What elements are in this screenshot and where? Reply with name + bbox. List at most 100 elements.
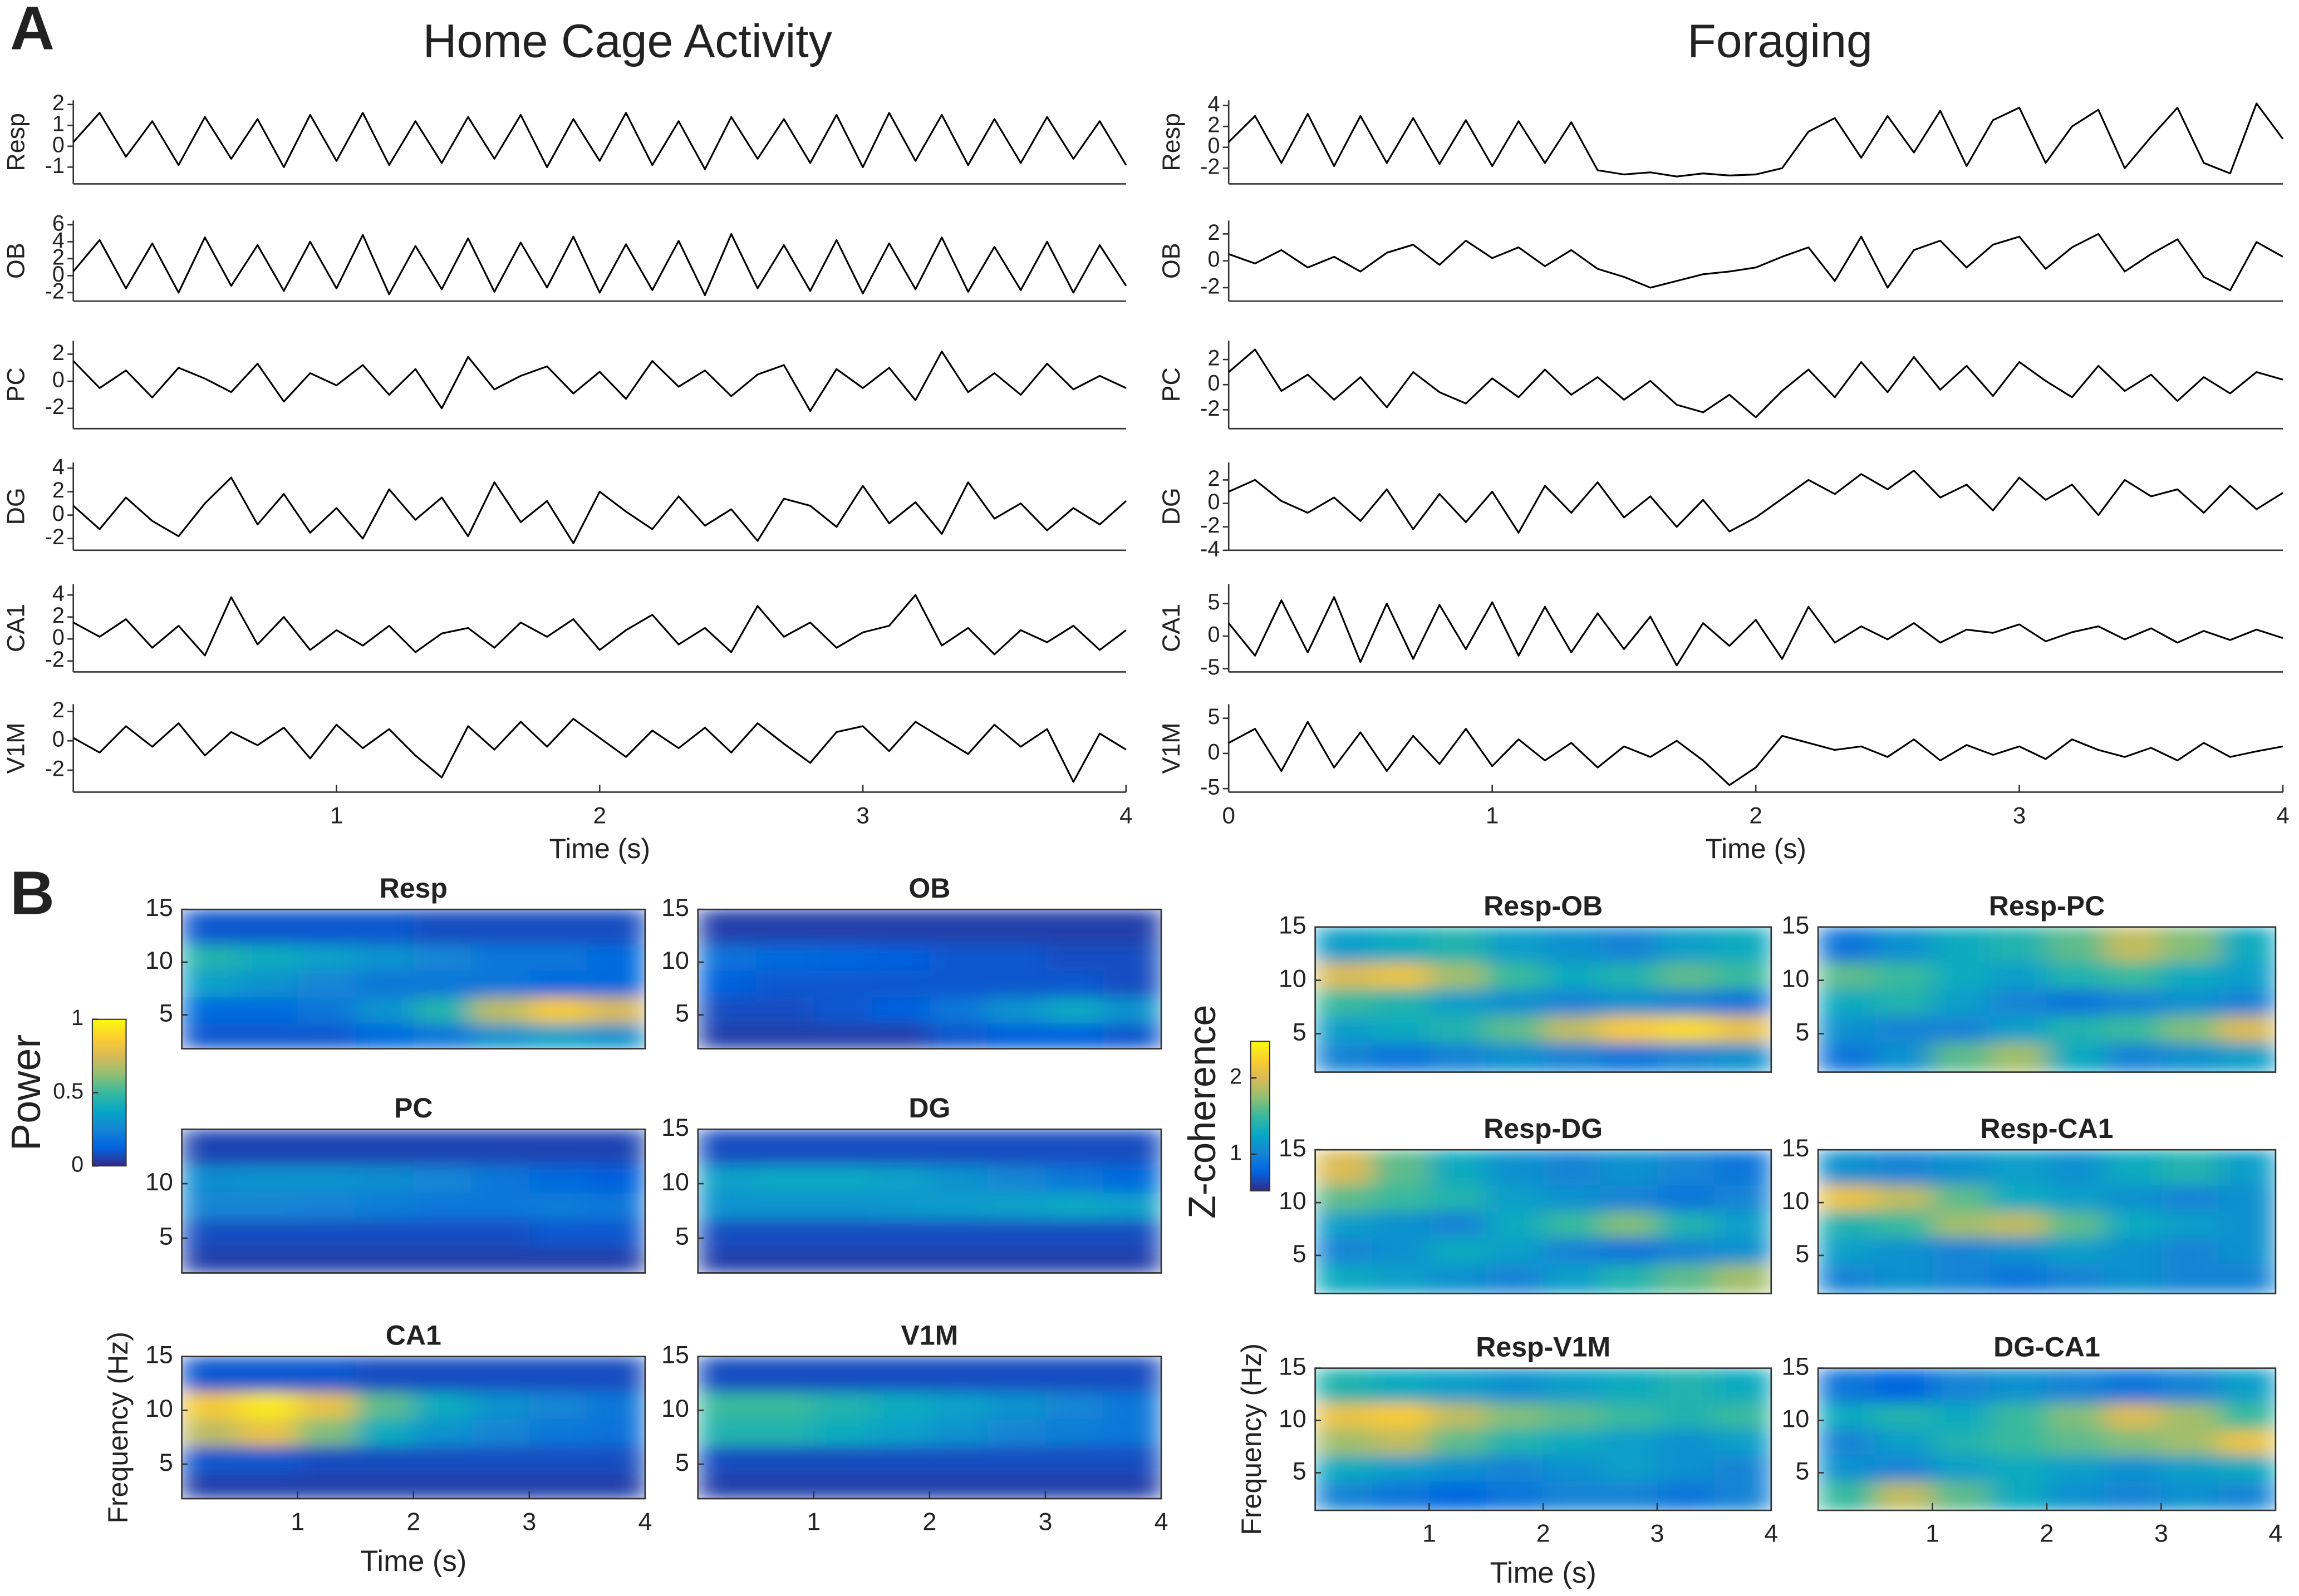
heatmap-cell [1486,988,1544,1016]
y-tick-label: -2 [45,279,65,303]
heatmap-cell [1045,1164,1104,1193]
heatmap-cell [1600,1014,1658,1043]
colorbar-label: Power [3,1035,49,1151]
heatmap-cell [1486,962,1544,989]
heatmap-cell [297,1219,357,1247]
heatmap-cell [529,1391,588,1420]
heatmap-cell [871,1022,931,1050]
heatmap-cell [871,1219,931,1247]
heatmap-cell [587,996,646,1024]
heatmap-cells [1315,1150,1772,1294]
heatmap-cell [471,1219,530,1247]
y-tick-label: 15 [1279,1134,1306,1162]
trace [72,476,1127,544]
heatmap-cell [1932,1041,1991,1073]
heatmap-cell [697,1022,757,1050]
heatmap-cell [987,1191,1047,1220]
heatmap-cell [355,943,415,971]
heatmap-cell [1714,1184,1772,1211]
heatmap-cell [2161,1428,2219,1455]
heatmap-cell [2161,1184,2219,1211]
heatmap-cell [1657,962,1715,989]
heatmap-cell [755,1472,815,1500]
trace [1228,102,2284,178]
heatmap-cell [1657,1402,1715,1429]
heatmap-cell [2046,1150,2105,1185]
heatmap-cell [1315,1041,1373,1073]
heatmap-cell [529,970,588,997]
heatmap-title: DG-CA1 [1993,1332,2100,1363]
y-axis-label: DG [2,487,30,525]
heatmap-cell [1103,1356,1162,1392]
heatmap-cell [413,943,473,971]
heatmap-cell [697,1191,757,1220]
heatmap-cell [1429,1210,1487,1238]
heatmap-cell [1657,1480,1715,1511]
heatmap-cell [1818,1184,1876,1211]
heatmap-cell [1103,996,1162,1024]
heatmap-cell [929,1391,989,1420]
heatmap-cell [355,1418,415,1446]
heatmap-title: Resp-OB [1483,890,1603,922]
heatmap-cell [181,1391,240,1420]
y-tick-label: 5 [159,1223,173,1250]
heatmap-cell [529,943,588,971]
heatmap-cells [1818,1150,2277,1294]
heatmap-cell [1486,1210,1544,1238]
y-tick-label: -5 [1200,655,1220,679]
heatmap-cell [813,1129,873,1166]
heatmap-cell [355,996,415,1024]
heatmap-cell [1103,1219,1162,1247]
heatmap-cell [239,1022,299,1050]
heatmap-cell [529,1472,588,1500]
heatmap-cell [1714,1428,1772,1455]
heatmap-cell [2161,1150,2219,1185]
y-tick-label: -2 [45,525,65,549]
heatmap-cell [1543,988,1601,1016]
heatmap-cell [355,1022,415,1050]
heatmap-cell [2046,1263,2105,1294]
heatmap-cell [1372,1150,1430,1185]
y-tick-label: -2 [1200,396,1220,421]
y-tick-label: 4 [1207,92,1220,116]
trace [72,594,1127,657]
heatmap-cell [1429,988,1487,1016]
heatmap-cell [871,1391,931,1420]
heatmap-cell [2218,1480,2277,1511]
heatmap-cell [1818,1480,1876,1511]
heatmap-cell [355,1246,415,1274]
y-axis-label: Resp [1157,113,1185,171]
heatmap-cell [1657,1428,1715,1455]
heatmap-cell [2104,927,2162,963]
heatmap-cell [1714,1014,1772,1043]
heatmap-cell [2104,1454,2162,1481]
trace [72,112,1127,170]
heatmap-cell [1714,1237,1772,1264]
heatmap-cell [413,1164,473,1193]
heatmap-cell [471,1391,530,1420]
y-tick-label: 5 [1795,1018,1809,1046]
heatmap-cell [239,1129,299,1166]
heatmap-cell [871,970,931,997]
heatmap-cell [181,1472,240,1500]
heatmap-cell [2046,962,2105,989]
heatmap-cell [1714,1263,1772,1294]
heatmap-cell [697,1472,757,1500]
heatmap-cell [813,1418,873,1446]
heatmap-cell [297,996,357,1024]
heatmap-cell [297,943,357,971]
heatmap-cell [587,1164,646,1193]
y-tick-label: 2 [52,603,65,628]
heatmap-cell [1989,1014,2048,1043]
colorbar [1250,1041,1271,1191]
heatmap-cell [1932,1402,1991,1429]
y-tick-label: 10 [661,947,689,974]
trace [1228,233,2283,292]
y-axis-label: Resp [2,113,30,171]
column-title: Home Cage Activity [423,14,832,67]
heatmap-cell [1372,927,1430,963]
heatmap-cell [413,1219,473,1247]
heatmap-cell [813,1219,873,1247]
heatmap-cell [813,1445,873,1473]
y-tick-label: 5 [675,999,689,1027]
